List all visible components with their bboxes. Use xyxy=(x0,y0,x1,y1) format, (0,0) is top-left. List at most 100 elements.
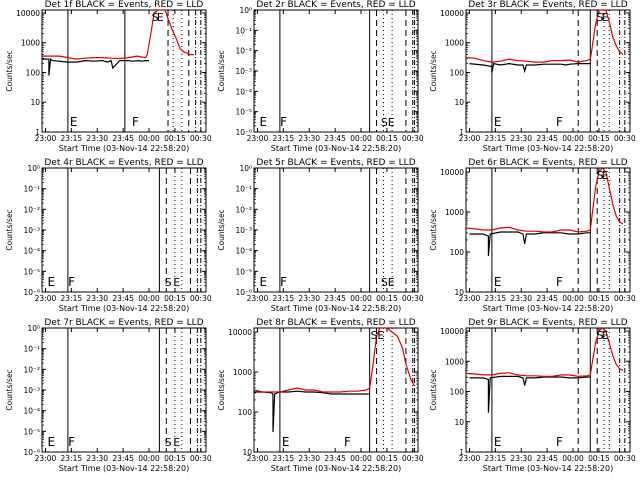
x-tick-label: 23:00 xyxy=(35,134,57,143)
y-tick-label: 10⁻³ xyxy=(23,386,40,395)
annotation-s: S xyxy=(371,329,378,342)
y-tick-label: 10⁻⁵ xyxy=(23,427,40,436)
x-tick-label: 00:15 xyxy=(588,294,610,303)
y-tick-label: 10⁻¹ xyxy=(23,185,40,194)
annotation-s: S xyxy=(381,116,388,129)
plot-frame xyxy=(253,167,419,293)
flag-label-e: E xyxy=(47,275,55,289)
x-tick-label: 00:00 xyxy=(350,134,372,143)
x-tick-label: 00:00 xyxy=(138,134,160,143)
flag-label-f: F xyxy=(556,115,563,129)
y-tick-label: 10⁰ xyxy=(27,164,40,173)
x-axis-label: Start Time (03-Nov-14 22:58:20) xyxy=(483,464,613,473)
y-tick-label: 10 xyxy=(242,448,252,457)
x-tick-label: 23:15 xyxy=(485,454,507,463)
flag-label-f: F xyxy=(556,435,563,449)
plot-frame xyxy=(465,167,631,293)
y-tick-label: 10⁻² xyxy=(23,205,40,214)
y-tick-label: 1 xyxy=(459,448,464,457)
x-axis-label: Start Time (03-Nov-14 22:58:20) xyxy=(271,464,401,473)
flag-label-e: E xyxy=(47,435,55,449)
panel-title: Det 4r BLACK = Events, RED = LLD xyxy=(44,158,203,168)
y-tick-label: 100 xyxy=(450,68,465,77)
y-tick-label: 100 xyxy=(238,408,253,417)
y-tick-label: 10 xyxy=(454,98,464,107)
x-tick-label: 23:30 xyxy=(86,294,108,303)
y-axis-label: Counts/sec xyxy=(429,209,438,250)
detector-panel-5: Det 5r BLACK = Events, RED = LLD 10⁻⁶ 10⁻⁵… xyxy=(217,158,424,313)
y-tick-label: 10⁻¹ xyxy=(23,345,40,354)
x-tick-label: 23:30 xyxy=(510,134,532,143)
y-tick-label: 1000 xyxy=(445,208,464,217)
x-tick-label: 00:00 xyxy=(138,294,160,303)
series-lld xyxy=(465,167,624,233)
x-tick-label: 00:15 xyxy=(376,454,398,463)
annotation-s: S xyxy=(165,436,172,449)
x-tick-label: 23:00 xyxy=(247,134,269,143)
x-tick-label: 23:30 xyxy=(86,454,108,463)
flag-label-f: F xyxy=(280,115,287,129)
x-axis-label: Start Time (03-Nov-14 22:58:20) xyxy=(59,464,189,473)
y-tick-label: 10⁻⁵ xyxy=(235,108,252,117)
x-axis-label: Start Time (03-Nov-14 22:58:20) xyxy=(483,144,613,153)
y-tick-label: 1 xyxy=(35,128,40,137)
annotation-e: E xyxy=(173,436,180,449)
x-tick-label: 00:30 xyxy=(190,454,212,463)
x-tick-label: 23:45 xyxy=(536,294,558,303)
x-tick-label: 23:45 xyxy=(324,294,346,303)
x-axis-label: Start Time (03-Nov-14 22:58:20) xyxy=(271,144,401,153)
plot-frame xyxy=(465,9,631,133)
x-tick-label: 00:00 xyxy=(350,294,372,303)
annotation-s: S xyxy=(381,276,388,289)
y-tick-label: 10⁻⁶ xyxy=(23,288,40,297)
x-tick-label: 23:30 xyxy=(298,294,320,303)
x-tick-label: 00:30 xyxy=(614,294,636,303)
annotation-e: E xyxy=(602,169,609,182)
y-tick-label: 10⁻⁶ xyxy=(235,128,252,137)
x-tick-label: 00:15 xyxy=(376,134,398,143)
x-tick-label: 23:30 xyxy=(298,454,320,463)
y-tick-label: 10000 xyxy=(228,328,252,337)
x-tick-label: 23:45 xyxy=(324,134,346,143)
x-tick-label: 00:30 xyxy=(614,134,636,143)
y-axis-label: Counts/sec xyxy=(217,369,226,410)
x-tick-label: 23:00 xyxy=(459,134,481,143)
y-tick-label: 10⁻⁵ xyxy=(235,267,252,276)
y-tick-label: 10⁻⁴ xyxy=(23,407,40,416)
x-tick-label: 00:00 xyxy=(562,454,584,463)
y-tick-label: 10 xyxy=(30,98,40,107)
annotation-s: S xyxy=(596,11,603,24)
detector-panel-8: Det 8r BLACK = Events, RED = LLD 10 100 100… xyxy=(217,318,424,473)
x-tick-label: 23:00 xyxy=(247,454,269,463)
x-tick-label: 23:00 xyxy=(247,294,269,303)
flag-label-e: E xyxy=(259,275,267,289)
x-tick-label: 00:00 xyxy=(562,134,584,143)
y-tick-label: 10⁻¹ xyxy=(235,185,252,194)
annotation-s: S xyxy=(596,329,603,342)
flag-label-f: F xyxy=(132,115,139,129)
annotation-e: E xyxy=(377,329,384,342)
flag-label-e: E xyxy=(70,115,78,129)
series-events xyxy=(254,390,370,433)
annotation-e: E xyxy=(602,11,609,24)
annotation-s: S xyxy=(596,169,603,182)
flag-label-f: F xyxy=(280,275,287,289)
y-tick-label: 10⁻⁴ xyxy=(235,87,252,96)
panel-title: Det 2r BLACK = Events, RED = LLD xyxy=(256,0,415,10)
y-tick-label: 10⁻⁶ xyxy=(23,448,40,457)
detector-panel-4: Det 4r BLACK = Events, RED = LLD 10⁻⁶ 10⁻⁵… xyxy=(5,158,212,313)
plot-frame xyxy=(253,9,419,133)
y-tick-label: 1000 xyxy=(445,357,464,366)
y-tick-label: 10⁻⁶ xyxy=(235,288,252,297)
x-axis-label: Start Time (03-Nov-14 22:58:20) xyxy=(483,304,613,313)
x-axis-label: Start Time (03-Nov-14 22:58:20) xyxy=(59,304,189,313)
y-tick-label: 10⁻⁴ xyxy=(23,247,40,256)
y-tick-label: 100 xyxy=(450,388,465,397)
detector-panel-1: Det 1f BLACK = Events, RED = LLD 1 10 100 10… xyxy=(5,0,212,153)
y-tick-label: 10 xyxy=(454,418,464,427)
flag-label-e: E xyxy=(282,435,290,449)
x-tick-label: 23:00 xyxy=(35,294,57,303)
y-tick-label: 10⁻¹ xyxy=(235,26,252,35)
x-tick-label: 00:00 xyxy=(138,454,160,463)
